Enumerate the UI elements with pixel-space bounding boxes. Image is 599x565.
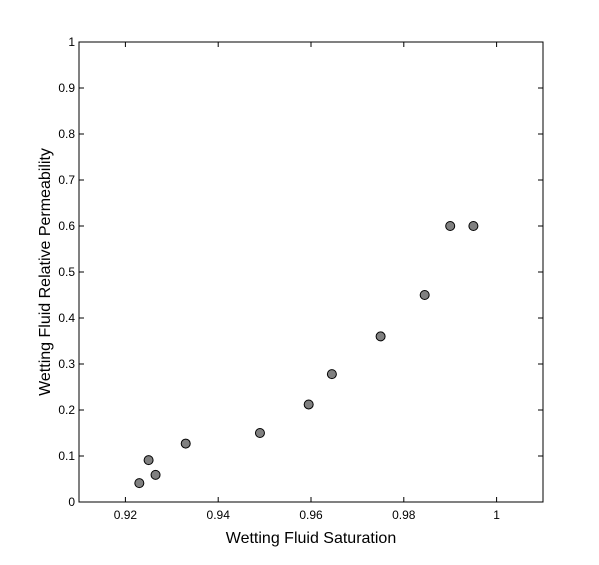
y-tick-label: 0.2 — [58, 403, 75, 417]
y-tick-label: 0.8 — [58, 127, 75, 141]
x-tick-label: 0.96 — [299, 508, 323, 522]
y-tick-label: 0.4 — [58, 311, 75, 325]
data-point — [143, 455, 154, 466]
x-axis-label: Wetting Fluid Saturation — [226, 530, 396, 547]
data-point — [180, 438, 191, 449]
y-tick-label: 1 — [68, 35, 75, 49]
data-point — [419, 290, 430, 300]
data-point — [375, 331, 386, 342]
y-tick-label: 0.7 — [58, 173, 75, 187]
x-tick-label: 0.94 — [207, 508, 231, 522]
data-point — [445, 221, 456, 231]
x-tick-label: 1 — [493, 508, 500, 522]
data-point — [134, 478, 145, 489]
data-point — [303, 399, 314, 410]
y-axis-label: Wetting Fluid Relative Permeability — [37, 148, 54, 396]
y-tick-label: 0.9 — [58, 81, 75, 95]
x-tick-label: 0.98 — [392, 508, 416, 522]
plot-frame — [78, 41, 544, 503]
data-point — [150, 469, 161, 480]
y-tick-label: 0.1 — [58, 449, 75, 463]
data-points — [134, 221, 479, 489]
data-point — [326, 369, 337, 380]
y-tick-label: 0.5 — [58, 265, 75, 279]
x-axis-ticks: 0.92 0.94 0.96 0.98 1 — [114, 42, 500, 522]
data-point — [468, 221, 479, 231]
data-point — [254, 428, 265, 438]
y-axis-ticks: 0 0.1 0.2 0.3 0.4 0.5 0.6 0.7 0.8 0.9 1 — [58, 35, 543, 509]
x-tick-label: 0.92 — [114, 508, 138, 522]
y-tick-label: 0.3 — [58, 357, 75, 371]
y-tick-label: 0 — [68, 495, 75, 509]
y-tick-label: 0.6 — [58, 219, 75, 233]
